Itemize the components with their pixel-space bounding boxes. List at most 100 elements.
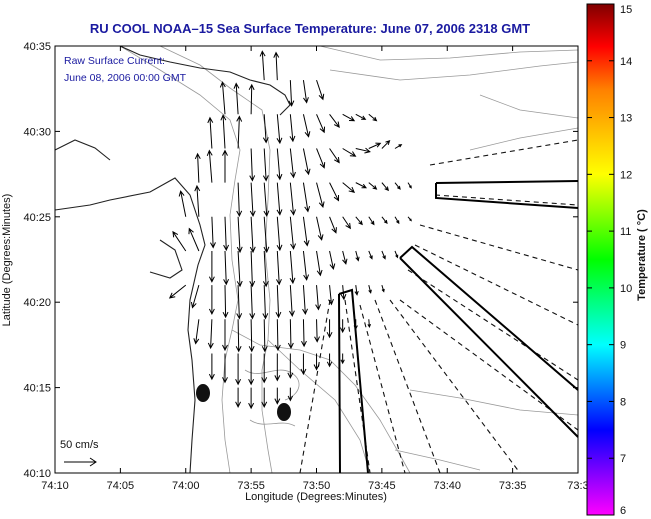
x-axis-label: Longitude (Degrees:Minutes) <box>245 491 387 503</box>
current-vector <box>236 250 243 288</box>
y-tick-label: 40:30 <box>23 126 51 138</box>
current-vector <box>394 250 399 259</box>
current-vector <box>235 319 242 353</box>
colorbar-tick-label: 13 <box>620 113 632 125</box>
x-tick-label: 74:10 <box>41 480 69 492</box>
current-vector <box>381 216 388 225</box>
current-vector <box>223 250 230 286</box>
y-axis-ticks: 40:35 40:30 40:25 40:20 40:15 40:10 <box>23 41 578 480</box>
annotation-line-2: June 08, 2006 00:00 GMT <box>64 72 187 84</box>
current-vector <box>381 250 386 260</box>
current-vector <box>355 113 367 120</box>
colorbar-tick-label: 10 <box>620 283 632 295</box>
colorbar-label: Temperature ( °C) <box>636 209 648 301</box>
x-tick-label: 73:55 <box>237 480 265 492</box>
current-vector <box>316 114 326 134</box>
current-vector <box>368 285 372 294</box>
current-vector <box>206 149 213 183</box>
y-tick-label: 40:15 <box>23 383 51 395</box>
x-tick-label: 73:35 <box>499 480 527 492</box>
current-vector <box>190 284 200 309</box>
x-tick-label: 74:05 <box>107 480 135 492</box>
current-vector <box>353 319 358 330</box>
x-tick-label: 74:00 <box>172 480 200 492</box>
current-vector <box>274 319 281 352</box>
current-vector <box>262 114 269 144</box>
current-vector <box>236 182 243 218</box>
current-vector <box>207 319 214 350</box>
current-vector <box>287 353 294 379</box>
current-vector <box>248 83 255 115</box>
current-vector <box>261 353 268 384</box>
current-vector <box>302 216 310 247</box>
landmark-dot-east <box>277 403 291 421</box>
current-vector <box>274 387 281 405</box>
annotation-line-1: Raw Surface Current: <box>64 55 165 67</box>
scale-arrow <box>64 457 97 467</box>
current-vector <box>339 319 346 334</box>
current-vector <box>355 250 360 262</box>
y-tick-label: 40:10 <box>23 468 51 480</box>
current-vector <box>220 114 227 149</box>
current-vector <box>233 82 240 115</box>
region-boxes <box>338 180 579 474</box>
current-vector <box>326 319 333 339</box>
current-vector <box>262 250 269 288</box>
current-vector <box>302 80 309 104</box>
current-vector <box>249 250 256 288</box>
current-vector <box>207 116 214 149</box>
current-vector <box>394 182 401 190</box>
current-vector <box>222 353 228 384</box>
x-tick-label: 73:40 <box>433 480 461 492</box>
current-vector <box>342 216 351 230</box>
current-vector <box>276 182 283 216</box>
current-vector <box>368 142 382 149</box>
current-vector <box>261 387 268 408</box>
y-tick-label: 40:25 <box>23 212 51 224</box>
current-vector <box>407 216 412 222</box>
current-vector <box>394 216 400 225</box>
colorbar-tick-label: 6 <box>620 505 626 517</box>
current-vector <box>289 285 295 317</box>
y-tick-label: 40:35 <box>23 41 51 53</box>
plot-area <box>55 46 578 473</box>
colorbar-tick-label: 7 <box>620 453 626 465</box>
current-vector <box>219 81 226 115</box>
current-vector <box>208 285 215 316</box>
current-vector <box>248 353 255 386</box>
current-vector <box>248 319 255 353</box>
current-vector <box>340 285 347 301</box>
current-vector <box>194 152 201 183</box>
current-vector <box>249 182 256 218</box>
current-vector <box>194 184 201 217</box>
current-vector <box>248 387 255 410</box>
current-vector <box>276 114 283 145</box>
current-vector <box>249 285 256 320</box>
current-vector <box>222 149 228 183</box>
current-vector <box>302 182 311 213</box>
current-vector <box>329 148 340 164</box>
current-vector <box>355 182 368 189</box>
current-vector <box>236 285 243 320</box>
current-vector <box>288 80 295 107</box>
current-vector <box>342 182 356 193</box>
current-vector <box>249 216 256 254</box>
current-vector <box>276 216 283 252</box>
current-vector <box>223 216 230 252</box>
current-vector <box>263 182 270 218</box>
current-vector <box>316 148 326 169</box>
current-vector <box>342 250 348 265</box>
colorbar-tick-label: 15 <box>620 4 632 16</box>
current-vector <box>355 147 371 154</box>
current-vector <box>367 319 372 329</box>
current-vector <box>316 182 325 209</box>
current-vector <box>381 140 391 149</box>
current-vector <box>276 148 283 181</box>
current-vector <box>381 182 390 192</box>
current-vector <box>235 387 242 408</box>
current-vector <box>368 113 378 122</box>
colorbar-tick-label: 8 <box>620 396 626 408</box>
current-vector <box>329 113 340 128</box>
current-vector <box>289 114 296 143</box>
colorbar <box>586 3 615 516</box>
